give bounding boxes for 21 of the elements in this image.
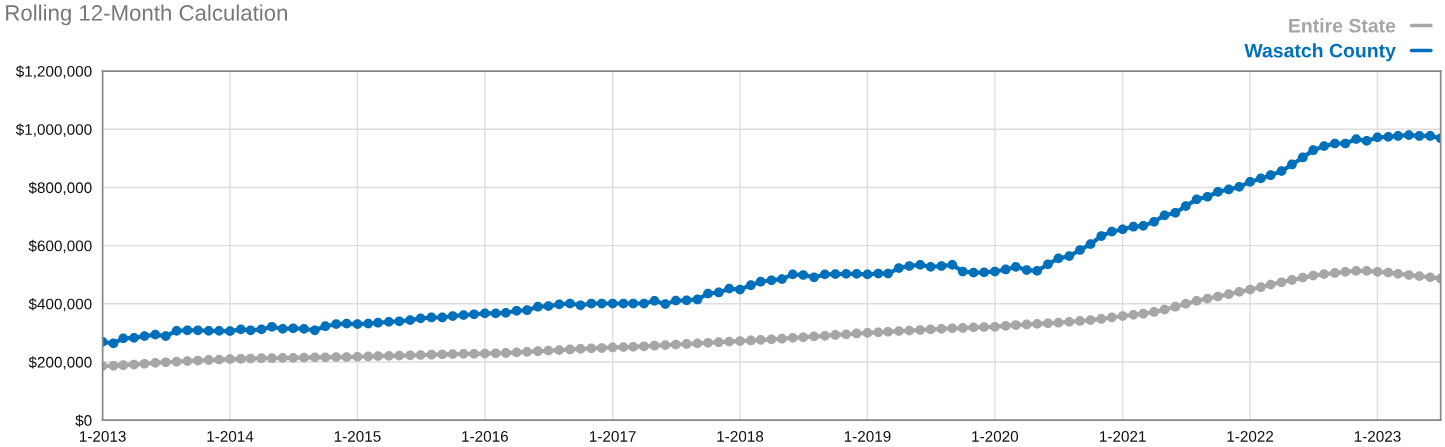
x-tick-label: 1-2020 <box>972 431 1019 442</box>
x-tick-label: 1-2023 <box>1354 431 1401 442</box>
legend-label: Entire State <box>1289 18 1396 33</box>
x-tick-label: 1-2014 <box>207 431 254 442</box>
y-tick-label: $0 <box>75 414 92 427</box>
y-tick-label: $1,000,000 <box>15 123 92 137</box>
x-tick-label: 1-2018 <box>717 431 764 442</box>
x-tick-label: 1-2017 <box>590 431 636 442</box>
x-tick-label: 1-2015 <box>334 431 381 442</box>
y-tick-label: $400,000 <box>28 298 92 312</box>
x-tick-label: 1-2021 <box>1100 431 1146 442</box>
y-tick-label: $800,000 <box>28 181 92 195</box>
legend-label: Wasatch County <box>1244 43 1396 62</box>
x-tick-label: 1-2022 <box>1227 431 1274 442</box>
chart-title: Rolling 12-Month Calculation <box>6 4 287 26</box>
x-tick-label: 1-2019 <box>844 431 891 442</box>
y-tick-label: $1,200,000 <box>15 65 92 79</box>
x-tick-label: 1-2013 <box>79 431 126 442</box>
y-tick-label: $200,000 <box>28 356 92 370</box>
y-tick-label: $600,000 <box>28 239 92 254</box>
x-tick-label: 1-2016 <box>462 431 508 442</box>
